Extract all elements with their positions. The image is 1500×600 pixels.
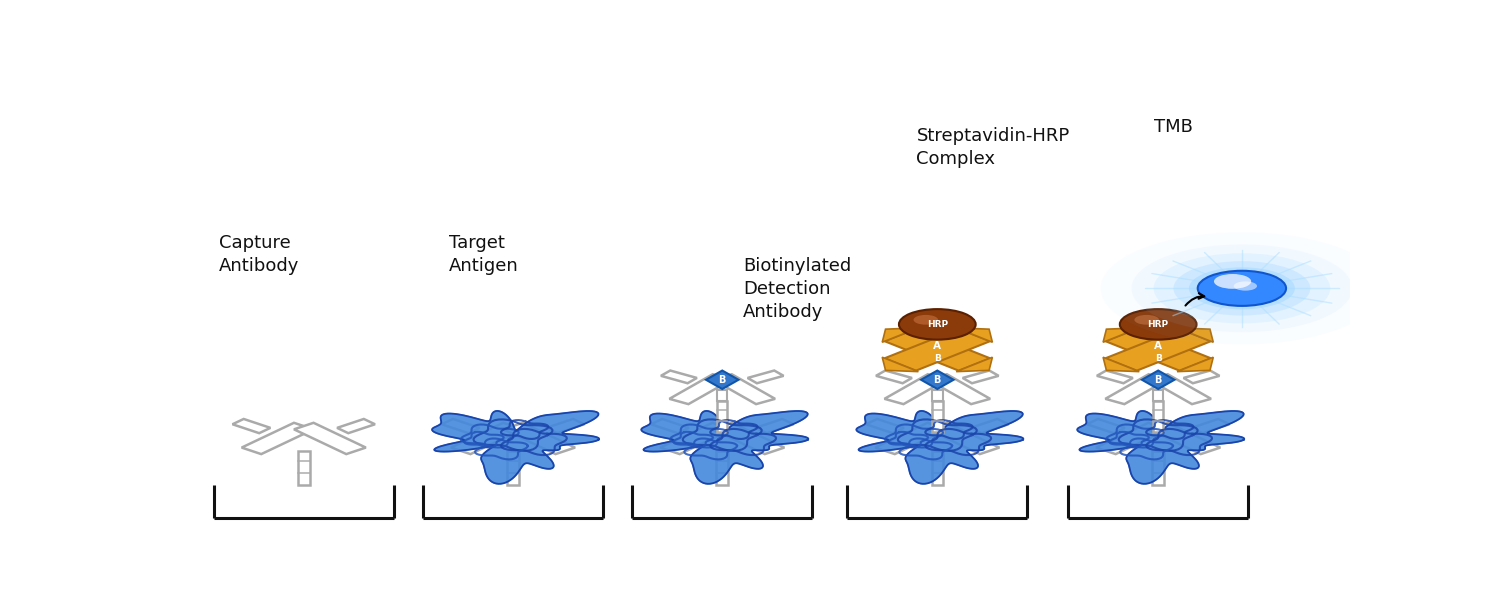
Bar [717, 401, 728, 431]
Bar [932, 401, 942, 431]
Polygon shape [1102, 328, 1140, 342]
Polygon shape [921, 371, 954, 389]
Polygon shape [712, 374, 776, 404]
Polygon shape [963, 371, 999, 383]
Polygon shape [1191, 419, 1230, 433]
Text: HRP: HRP [1148, 320, 1168, 329]
Text: B: B [1155, 375, 1162, 385]
Polygon shape [1088, 419, 1125, 433]
Polygon shape [669, 374, 732, 404]
Circle shape [1214, 274, 1251, 289]
Bar [932, 451, 944, 485]
Bar [298, 451, 309, 485]
Polygon shape [503, 423, 574, 454]
Circle shape [1154, 253, 1330, 323]
Circle shape [1197, 271, 1286, 306]
Polygon shape [756, 419, 794, 433]
Polygon shape [546, 419, 585, 433]
Polygon shape [1178, 328, 1214, 342]
Circle shape [1190, 267, 1294, 310]
Circle shape [1131, 244, 1353, 332]
Polygon shape [885, 374, 946, 404]
Bar [717, 451, 728, 485]
Polygon shape [747, 371, 783, 383]
Polygon shape [1142, 371, 1174, 389]
Polygon shape [956, 357, 993, 371]
Bar [932, 390, 942, 401]
Bar [1154, 390, 1164, 401]
Circle shape [914, 315, 938, 325]
Polygon shape [651, 419, 688, 433]
Polygon shape [1096, 423, 1168, 454]
Polygon shape [294, 423, 366, 454]
Polygon shape [1106, 329, 1210, 371]
Bar [1152, 451, 1164, 485]
Text: TMB: TMB [1154, 118, 1192, 136]
Polygon shape [232, 419, 270, 433]
Polygon shape [660, 423, 732, 454]
Polygon shape [885, 329, 990, 371]
Polygon shape [432, 411, 598, 484]
Bar [1154, 401, 1164, 431]
Text: B: B [718, 375, 726, 385]
Polygon shape [927, 423, 999, 454]
Bar [717, 390, 728, 401]
Text: A: A [933, 341, 942, 351]
Text: HRP: HRP [927, 320, 948, 329]
Circle shape [898, 309, 975, 340]
Polygon shape [441, 419, 480, 433]
Polygon shape [928, 374, 990, 404]
Text: Biotinylated
Detection
Antibody: Biotinylated Detection Antibody [742, 257, 852, 320]
Polygon shape [706, 371, 738, 389]
Text: B: B [933, 375, 940, 385]
Polygon shape [1077, 411, 1245, 484]
Text: Target
Antigen: Target Antigen [448, 233, 519, 275]
Text: B: B [934, 355, 940, 364]
Polygon shape [865, 419, 904, 433]
Polygon shape [1096, 371, 1132, 383]
Circle shape [1120, 309, 1197, 340]
Polygon shape [1184, 371, 1219, 383]
Polygon shape [1149, 374, 1210, 404]
Polygon shape [885, 329, 990, 371]
Polygon shape [242, 423, 314, 454]
Polygon shape [1106, 329, 1210, 371]
Polygon shape [712, 423, 784, 454]
Circle shape [1233, 281, 1257, 290]
Polygon shape [882, 328, 918, 342]
Polygon shape [956, 328, 993, 342]
Circle shape [1173, 261, 1311, 316]
Polygon shape [662, 371, 698, 383]
Polygon shape [1106, 374, 1167, 404]
Polygon shape [642, 411, 808, 484]
Polygon shape [856, 411, 1023, 484]
Bar [507, 451, 519, 485]
Text: B: B [1155, 355, 1161, 364]
Polygon shape [1149, 423, 1221, 454]
Text: Streptavidin-HRP
Complex: Streptavidin-HRP Complex [916, 127, 1070, 169]
Polygon shape [876, 371, 912, 383]
Polygon shape [1178, 357, 1214, 371]
Polygon shape [970, 419, 1008, 433]
Polygon shape [882, 357, 918, 371]
Polygon shape [874, 423, 946, 454]
Polygon shape [338, 419, 375, 433]
Polygon shape [1102, 357, 1140, 371]
Text: Capture
Antibody: Capture Antibody [219, 233, 300, 275]
Polygon shape [452, 423, 524, 454]
Text: A: A [1154, 341, 1162, 351]
Circle shape [1134, 315, 1160, 325]
